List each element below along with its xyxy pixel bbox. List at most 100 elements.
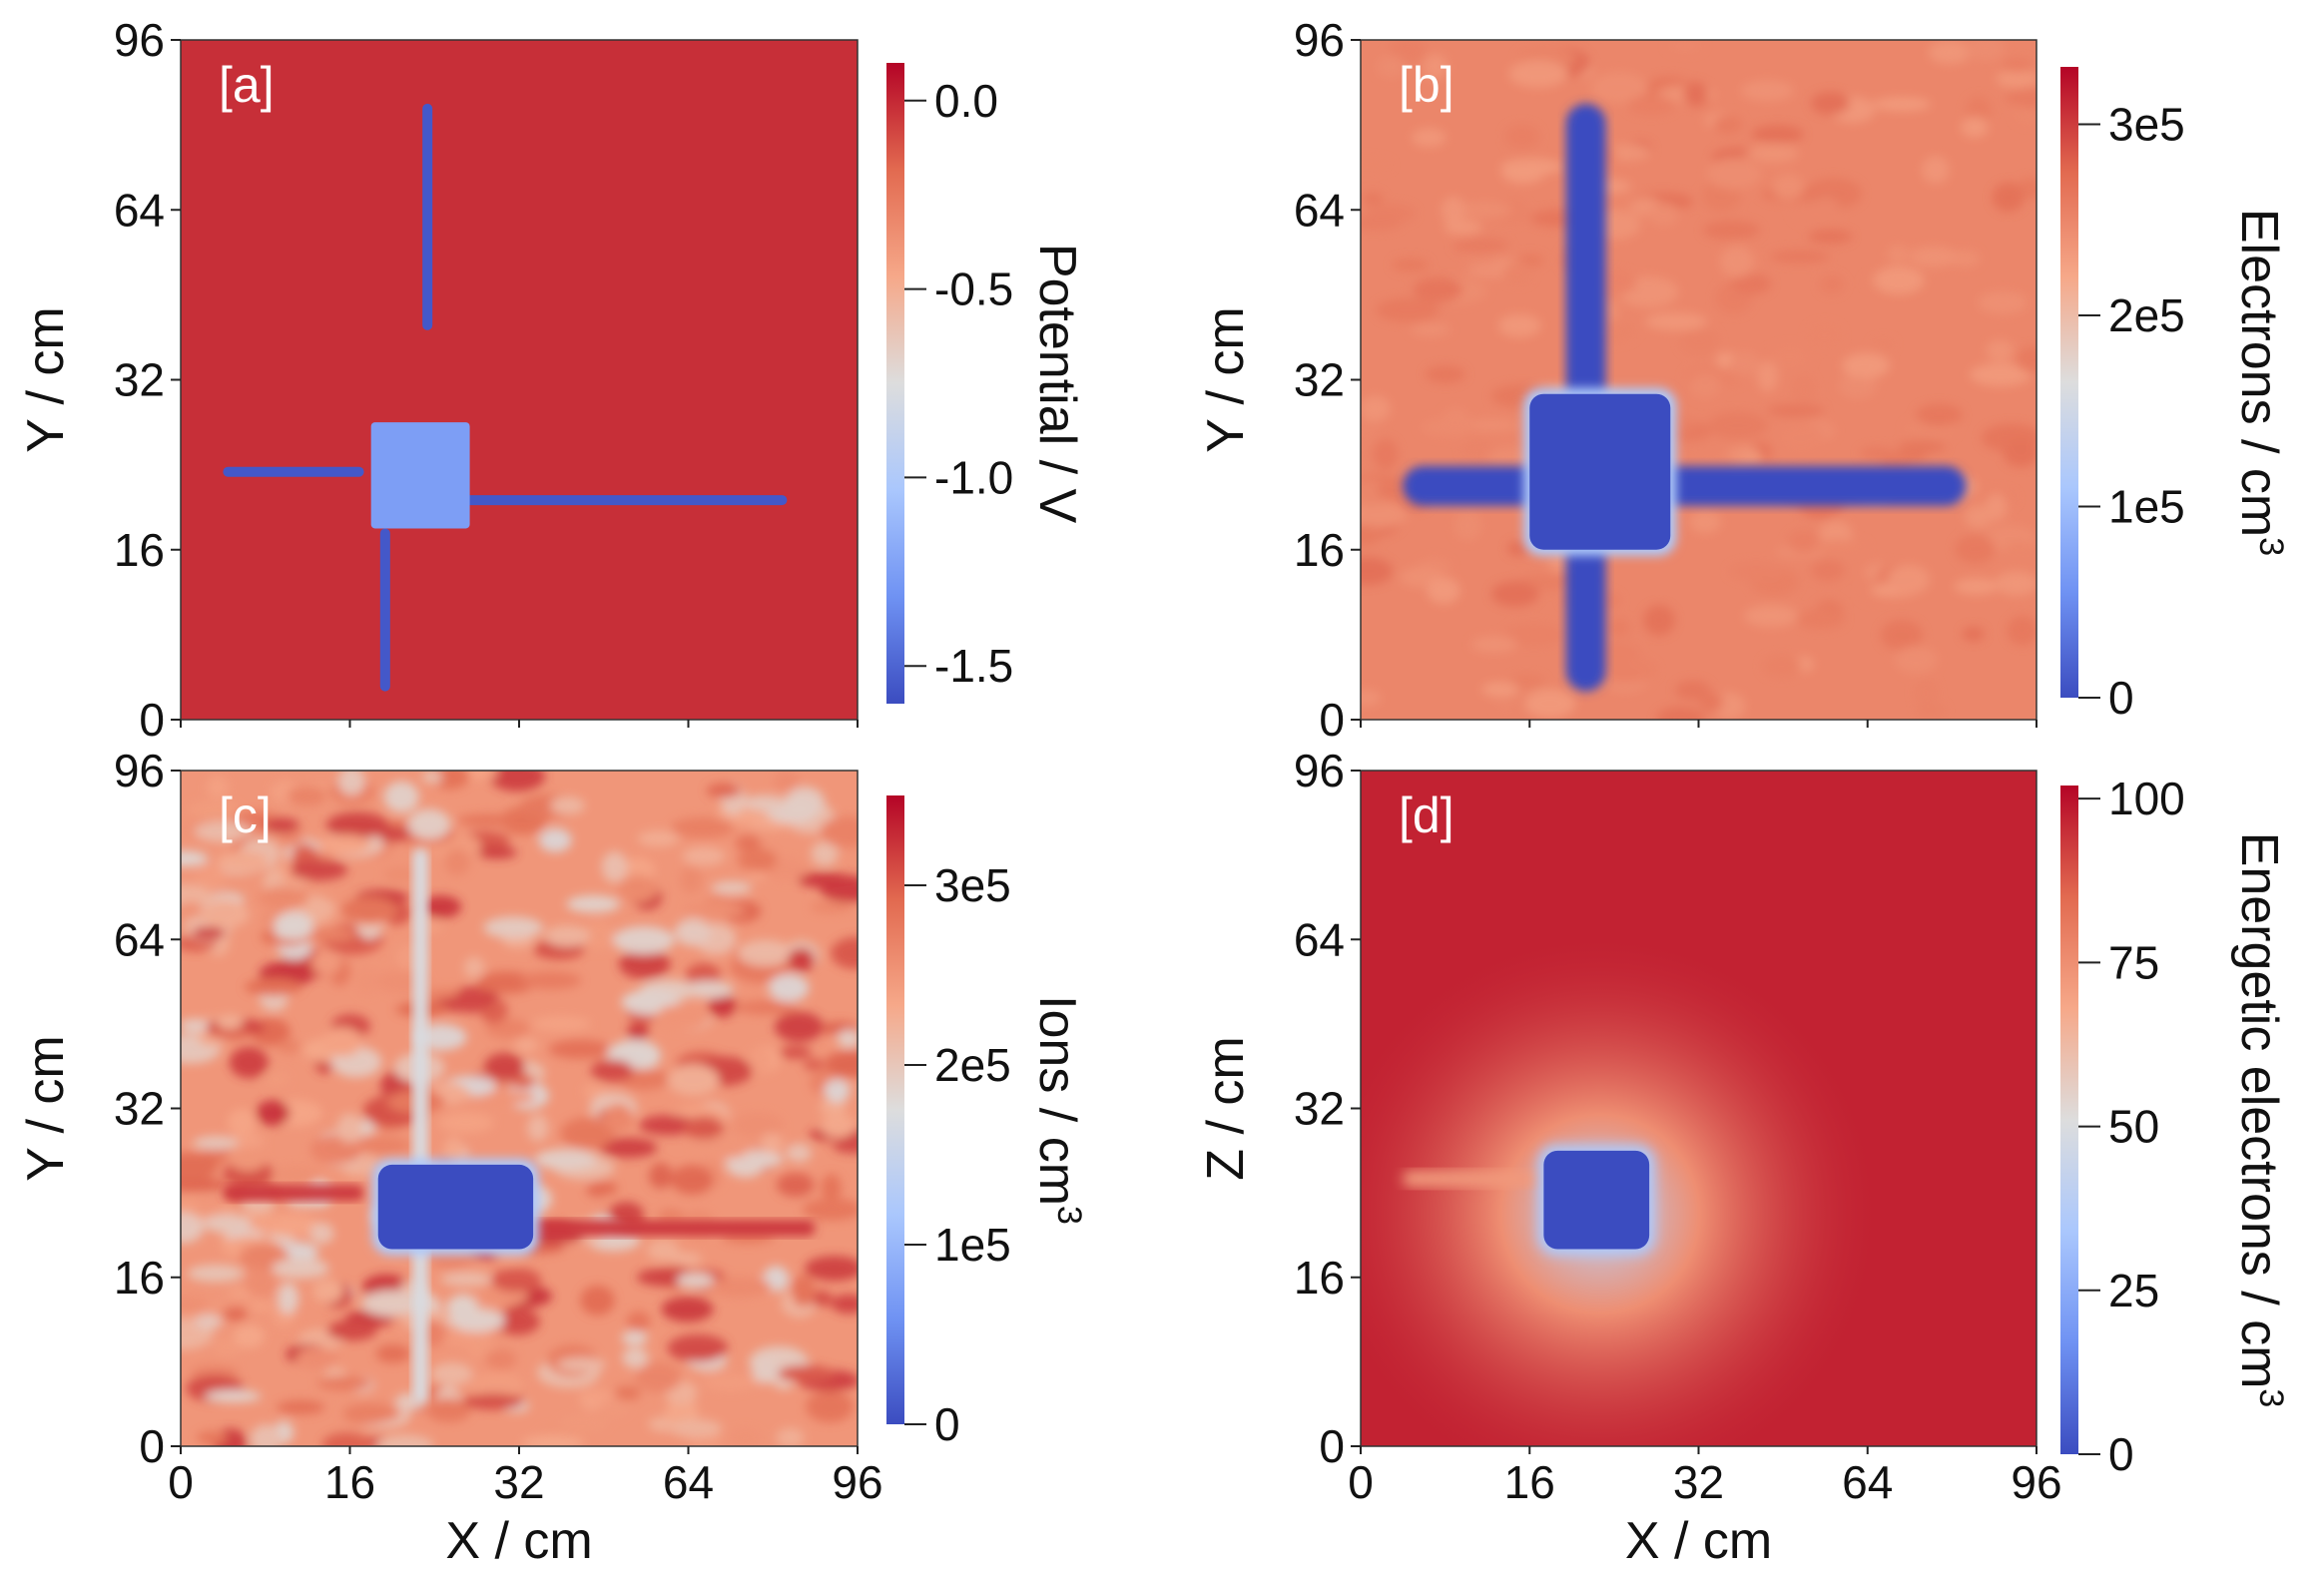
x-tick-label: 0 <box>1348 1456 1374 1508</box>
noise-blob <box>669 1418 723 1438</box>
noise-texture <box>181 771 858 1446</box>
noise-blob <box>1361 158 1392 172</box>
noise-blob <box>494 1308 540 1335</box>
noise-blob <box>2002 59 2033 73</box>
noise-blob <box>544 924 591 947</box>
noise-blob <box>1497 313 1541 338</box>
noise-blob <box>560 1117 615 1150</box>
noise-blob <box>708 993 737 1018</box>
noise-blob <box>682 980 735 999</box>
noise-blob <box>437 1112 494 1133</box>
noise-blob <box>205 1389 262 1403</box>
noise-blob <box>521 1435 585 1446</box>
noise-blob <box>538 827 572 852</box>
noise-blob <box>202 901 251 928</box>
noise-blob <box>729 1428 762 1446</box>
noise-blob <box>181 1152 219 1181</box>
noise-blob <box>272 1258 329 1279</box>
noise-blob <box>599 1137 658 1158</box>
noise-blob <box>810 1290 834 1308</box>
noise-blob <box>682 846 726 866</box>
noise-blob <box>2003 438 2036 468</box>
noise-blob <box>250 1300 274 1314</box>
noise-blob <box>1985 339 2015 361</box>
noise-blob <box>1810 559 1845 582</box>
colorbar-tick-label: 1e5 <box>934 1219 1011 1271</box>
noise-blob <box>580 1285 615 1315</box>
noise-blob <box>1871 338 1895 351</box>
noise-blob <box>1470 636 1518 654</box>
noise-blob <box>383 781 419 813</box>
noise-blob <box>312 1279 344 1304</box>
noise-blob <box>1656 707 1705 720</box>
noise-blob <box>1503 262 1533 285</box>
noise-blob <box>256 1100 290 1126</box>
noise-blob <box>444 848 470 876</box>
noise-blob <box>776 1173 815 1198</box>
noise-blob <box>187 1265 245 1283</box>
noise-blob <box>1792 374 1816 407</box>
x-axis-title: X / cm <box>1625 1512 1772 1570</box>
noise-blob <box>1768 344 1811 370</box>
noise-blob <box>1361 395 1391 422</box>
noise-blob <box>1461 438 1497 460</box>
noise-blob <box>483 1052 526 1082</box>
noise-blob <box>1955 534 1996 564</box>
noise-blob <box>1873 265 1925 295</box>
colorbar-title: Electrons / cm3 <box>2230 209 2290 556</box>
noise-blob <box>227 1108 257 1136</box>
colorbar-title: Ions / cm3 <box>1028 995 1088 1225</box>
noise-blob <box>1361 500 1409 528</box>
noise-blob <box>1675 680 1711 701</box>
noise-blob <box>1719 246 1755 277</box>
y-tick-label: 64 <box>114 184 165 236</box>
colorbar-title-superscript: 3 <box>1050 1206 1088 1225</box>
noise-blob <box>1376 55 1406 79</box>
noise-blob <box>448 1294 478 1319</box>
noise-blob <box>1361 557 1394 586</box>
noise-blob <box>1969 362 2032 387</box>
noise-blob <box>287 786 327 805</box>
noise-blob <box>583 920 615 951</box>
noise-blob <box>207 1026 254 1039</box>
noise-blob <box>1880 619 1923 651</box>
noise-blob <box>831 1294 858 1314</box>
rod <box>412 847 429 1404</box>
noise-blob <box>1729 351 1761 376</box>
noise-blob <box>735 1000 800 1015</box>
noise-blob <box>316 1376 372 1390</box>
noise-blob <box>621 1330 648 1345</box>
noise-blob <box>548 1039 612 1059</box>
panel-d: [d] 0 16 32 64 96 0 16 32 64 96 X / cm Z / cm 100 75 50… <box>1197 745 2290 1570</box>
noise-blob <box>1772 173 1805 200</box>
noise-blob <box>206 775 229 799</box>
noise-blob <box>1373 438 1399 470</box>
noise-blob <box>375 1343 411 1363</box>
noise-blob <box>197 1430 228 1445</box>
noise-blob <box>587 1181 618 1196</box>
noise-blob <box>325 811 389 839</box>
noise-blob <box>421 771 443 784</box>
noise-blob <box>1504 124 1540 149</box>
noise-blob <box>1507 541 1529 556</box>
noise-blob <box>490 1268 542 1293</box>
y-tick-label: 0 <box>1319 1420 1345 1472</box>
rod <box>379 528 390 692</box>
noise-blob <box>1410 323 1451 337</box>
noise-blob <box>661 1296 714 1322</box>
y-tick-label: 64 <box>114 913 165 965</box>
noise-blob <box>677 1273 715 1289</box>
y-tick-label: 32 <box>1294 354 1345 406</box>
noise-blob <box>489 771 546 791</box>
noise-blob <box>1886 245 1910 263</box>
noise-blob <box>811 840 839 866</box>
noise-blob <box>1841 352 1890 379</box>
y-tick-label: 0 <box>139 694 165 746</box>
noise-blob <box>1679 328 1719 355</box>
noise-blob <box>326 1319 377 1341</box>
noise-blob <box>1361 215 1402 231</box>
noise-blob <box>1389 40 1427 63</box>
rod <box>1403 1171 1544 1188</box>
noise-blob <box>230 1149 266 1172</box>
block <box>370 422 470 529</box>
